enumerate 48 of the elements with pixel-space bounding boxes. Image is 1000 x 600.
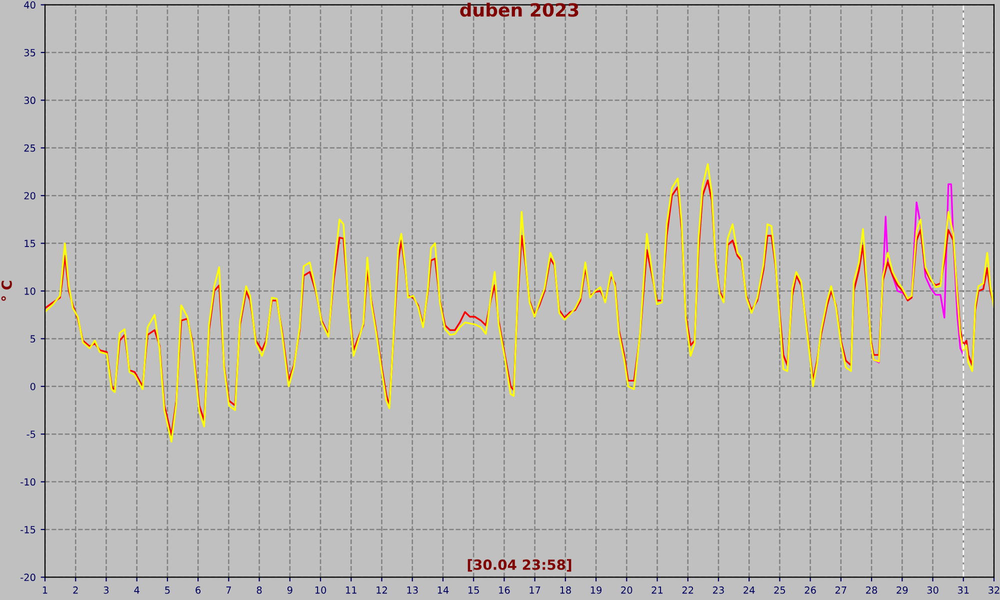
x-tick-label: 22 [682,586,694,594]
chart-title: duben 2023 [460,2,578,17]
y-tick-label: 10 [24,287,36,295]
y-tick-label: 20 [24,192,36,200]
x-tick-label: 25 [774,586,786,594]
y-tick-label: -15 [20,526,36,534]
x-tick-label: 29 [896,586,908,594]
y-tick-label: 25 [24,144,36,152]
x-tick-label: 14 [438,586,449,594]
y-tick-label: 5 [30,335,36,343]
x-tick-label: 10 [315,586,326,594]
y-tick-label: 30 [24,96,36,104]
x-tick-label: 15 [468,586,479,594]
x-tick-label: 17 [530,586,540,594]
x-tick-label: 19 [590,586,602,594]
y-tick-label: -20 [20,574,36,582]
y-tick-label: 35 [24,48,36,56]
x-tick-label: 6 [196,586,201,594]
x-tick-label: 30 [927,586,938,594]
x-tick-label: 24 [744,586,755,594]
x-tick-label: 12 [376,586,387,594]
x-tick-label: 9 [287,586,292,594]
x-tick-label: 32 [988,586,1000,594]
x-tick-label: 31 [958,586,969,594]
y-tick-label: 0 [30,382,36,390]
x-tick-label: 1 [42,586,48,594]
annotation: [30.04 23:58] [468,559,572,572]
y-tick-label: 40 [24,1,36,9]
x-tick-label: 16 [499,586,510,594]
y-axis-title: ° C [1,280,12,301]
x-tick-label: 18 [560,586,571,594]
y-tick-label: -10 [20,478,36,486]
y-tick-label: 15 [24,240,36,248]
x-tick-label: 27 [835,586,846,594]
x-tick-label: 3 [104,586,109,594]
x-tick-label: 4 [134,586,140,594]
x-tick-label: 28 [866,586,878,594]
x-tick-label: 23 [713,586,724,594]
y-tick-label: -5 [26,430,36,438]
x-tick-label: 20 [621,586,632,594]
x-tick-label: 26 [804,586,816,594]
x-tick-label: 2 [73,586,78,594]
x-tick-label: 5 [165,586,170,594]
x-tick-label: 8 [256,586,262,594]
x-tick-label: 7 [226,586,231,594]
x-tick-label: 13 [407,586,418,594]
x-tick-label: 11 [346,586,356,594]
x-tick-label: 21 [652,586,663,594]
